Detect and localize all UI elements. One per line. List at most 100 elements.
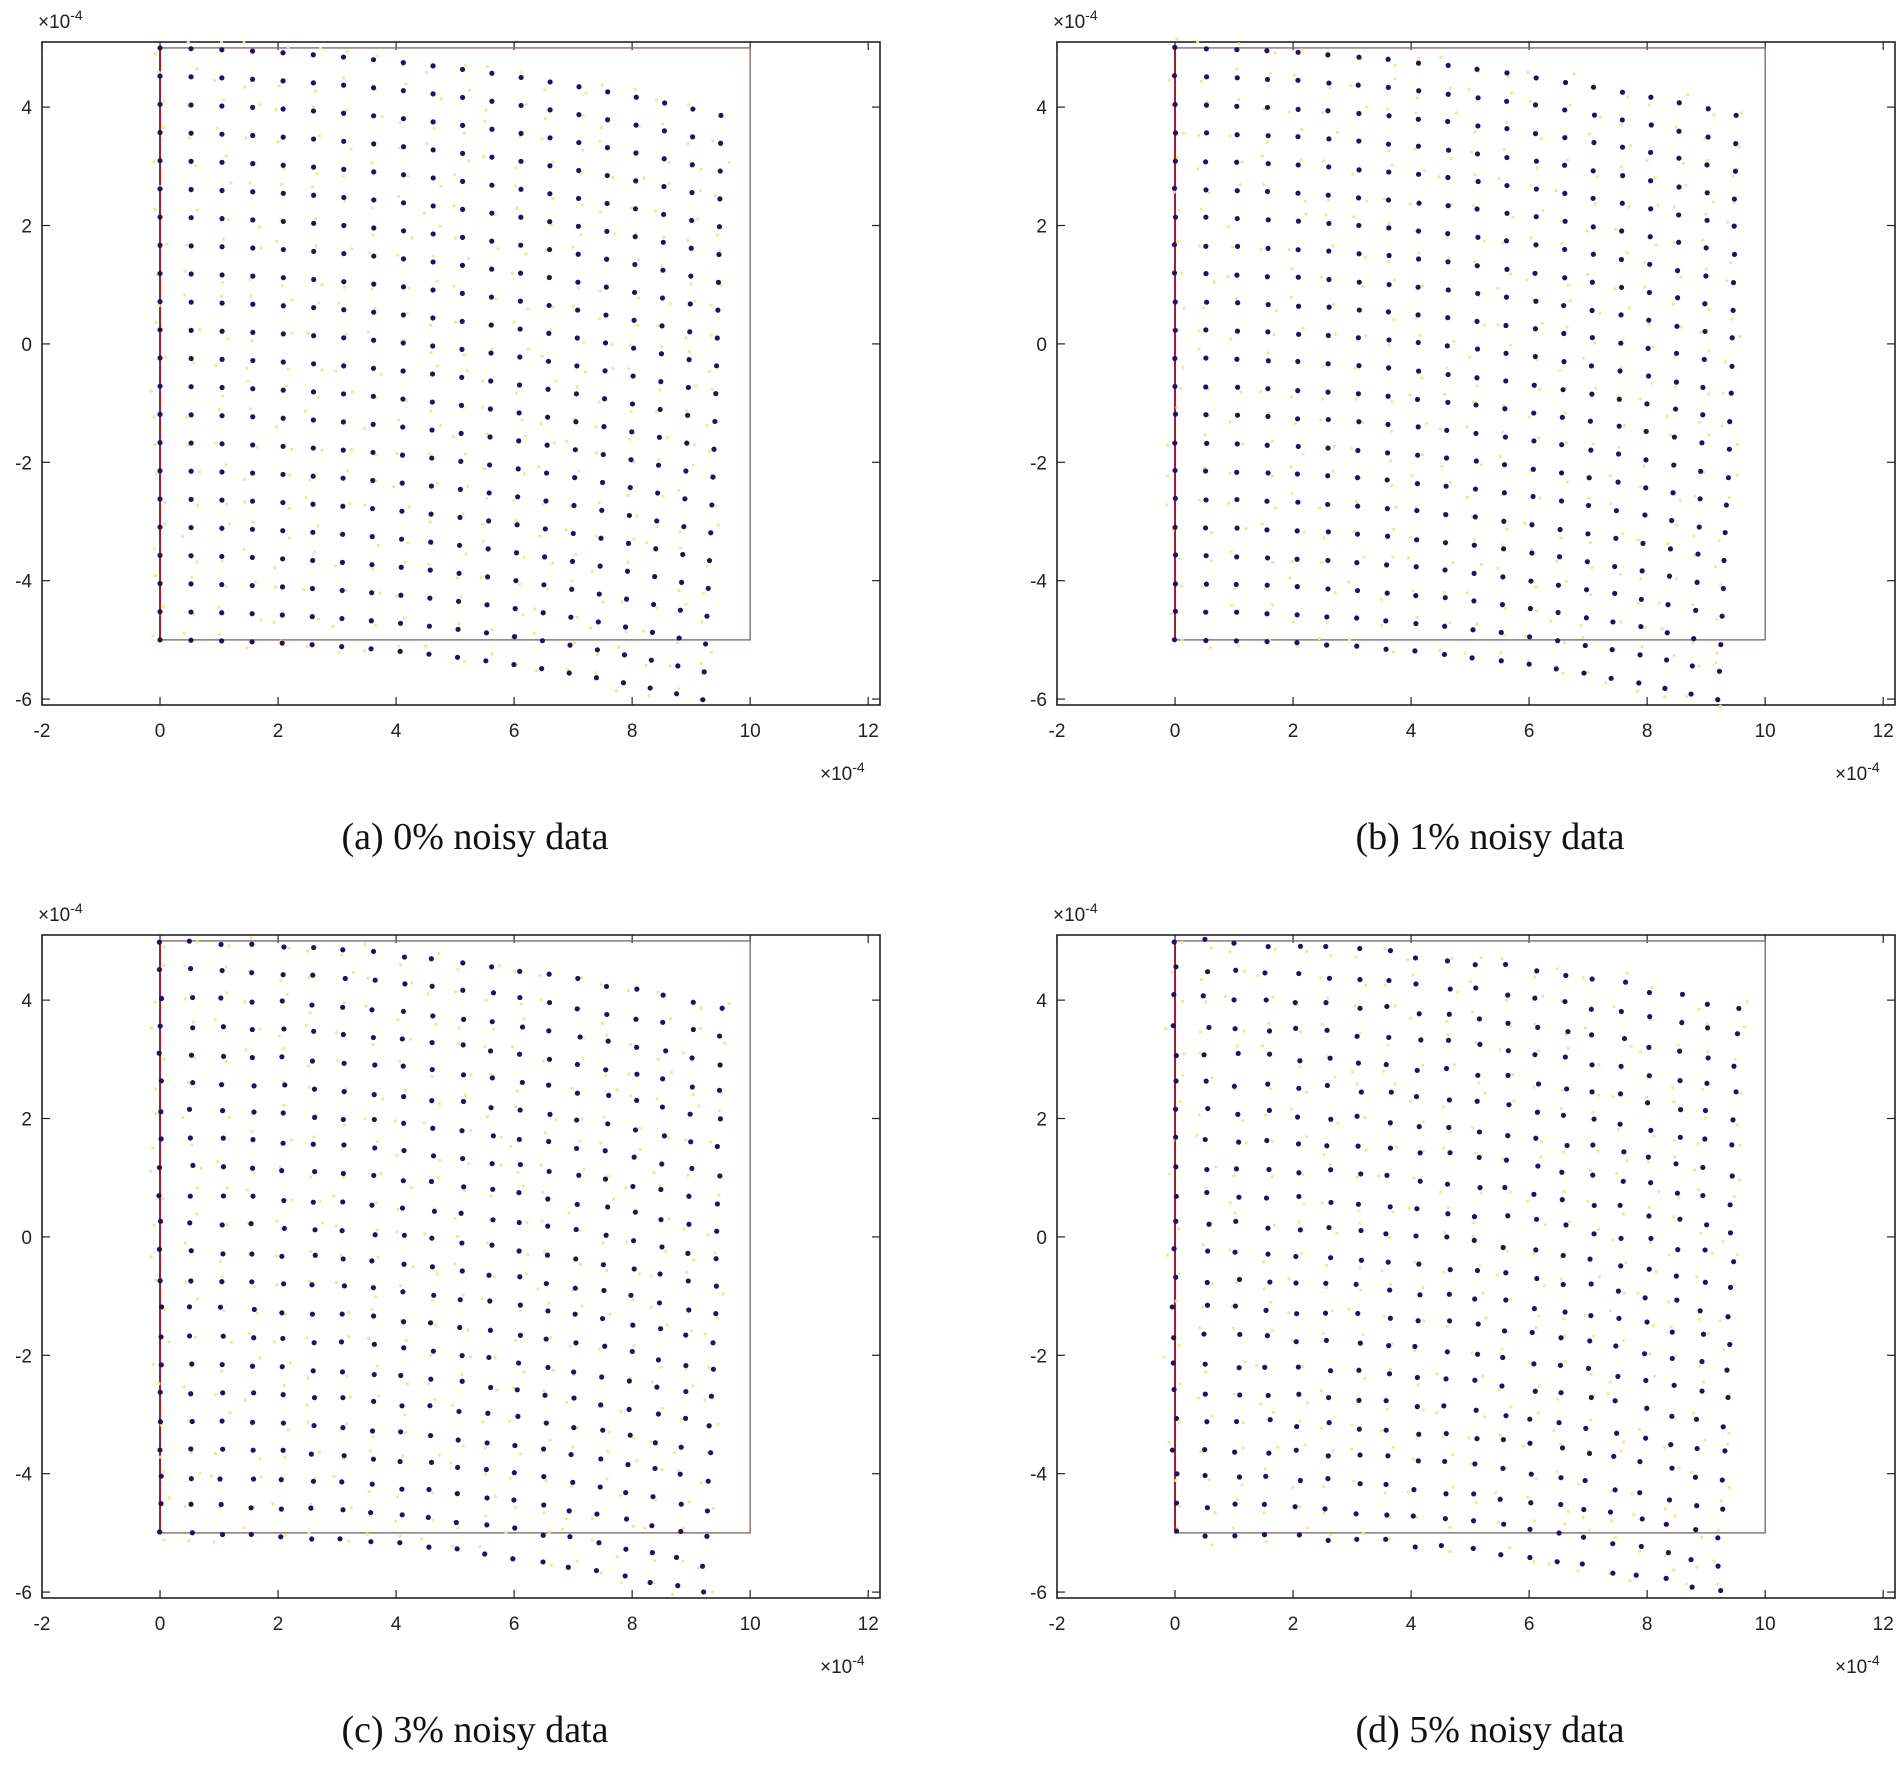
noise-dot bbox=[597, 400, 601, 404]
noise-dot bbox=[1421, 452, 1425, 457]
noise-dot bbox=[1393, 1004, 1397, 1008]
grid-point bbox=[1295, 443, 1301, 450]
grid-point bbox=[688, 273, 694, 279]
noise-dot bbox=[1595, 174, 1599, 178]
grid-point bbox=[1326, 248, 1332, 254]
noise-dot bbox=[217, 633, 221, 637]
grid-point bbox=[1232, 1303, 1239, 1309]
noise-dot bbox=[1298, 1065, 1302, 1069]
grid-point bbox=[339, 1479, 345, 1485]
noise-dot bbox=[1235, 67, 1239, 71]
grid-point bbox=[1292, 1504, 1298, 1510]
grid-point bbox=[1358, 1171, 1364, 1177]
grid-point bbox=[372, 1062, 378, 1068]
grid-point bbox=[157, 327, 163, 333]
grid-point bbox=[428, 1178, 435, 1185]
grid-point bbox=[487, 462, 493, 468]
noise-dot bbox=[1504, 998, 1508, 1002]
grid-point bbox=[705, 585, 711, 591]
grid-point bbox=[1386, 977, 1392, 984]
grid-point bbox=[1206, 1024, 1212, 1031]
grid-point bbox=[701, 669, 707, 675]
noise-dot bbox=[284, 384, 289, 388]
noise-dot bbox=[631, 1297, 635, 1302]
noise-dot bbox=[1333, 332, 1338, 336]
noise-dot bbox=[461, 1444, 465, 1448]
grid-point bbox=[280, 1281, 287, 1287]
grid-point bbox=[1724, 1367, 1730, 1373]
noise-dot bbox=[195, 503, 200, 507]
grid-point bbox=[156, 1246, 163, 1252]
noise-dot bbox=[1229, 550, 1233, 554]
grid-point bbox=[188, 1501, 194, 1507]
grid-point bbox=[604, 1011, 610, 1018]
noise-dot bbox=[1298, 1505, 1302, 1509]
grid-point bbox=[340, 531, 346, 537]
grid-point bbox=[539, 666, 545, 672]
noise-dot bbox=[1262, 1287, 1266, 1291]
x-tick-label: -2 bbox=[1049, 1614, 1066, 1635]
noise-dot bbox=[337, 650, 341, 654]
grid-point bbox=[309, 1002, 315, 1008]
noise-dot bbox=[1442, 591, 1447, 595]
grid-point bbox=[1580, 1534, 1587, 1540]
noise-dot bbox=[540, 354, 544, 358]
grid-point bbox=[1233, 967, 1239, 973]
grid-point bbox=[1534, 968, 1540, 974]
noise-dot bbox=[667, 181, 671, 185]
x-tick-label: 10 bbox=[740, 1614, 761, 1635]
grid-point bbox=[1263, 1307, 1269, 1313]
grid-point bbox=[1562, 218, 1568, 224]
noise-dot bbox=[716, 1422, 720, 1426]
grid-point bbox=[1647, 234, 1653, 240]
noise-dot bbox=[247, 1331, 252, 1335]
grid-point bbox=[1234, 272, 1240, 278]
noise-dot bbox=[1482, 323, 1487, 328]
noise-dot bbox=[1237, 42, 1241, 46]
grid-point bbox=[1727, 1230, 1734, 1236]
grid-point bbox=[1562, 79, 1569, 86]
grid-point bbox=[427, 1403, 433, 1409]
grid-point bbox=[371, 1398, 377, 1404]
noise-dot bbox=[1238, 183, 1243, 187]
noise-dot bbox=[225, 991, 229, 995]
noise-dot bbox=[243, 1399, 247, 1403]
noise-dot bbox=[398, 1284, 403, 1288]
noise-dot bbox=[1716, 1582, 1720, 1586]
noise-dot bbox=[466, 1328, 470, 1332]
noise-dot bbox=[1385, 1407, 1389, 1411]
grid-point bbox=[370, 1034, 376, 1041]
noise-dot bbox=[452, 1262, 457, 1266]
grid-point bbox=[1200, 993, 1206, 999]
grid-point bbox=[1417, 1292, 1423, 1298]
noise-dot bbox=[1581, 635, 1585, 639]
grid-point bbox=[601, 1287, 607, 1294]
grid-point bbox=[158, 995, 165, 1002]
grid-point bbox=[484, 602, 490, 608]
grid-point bbox=[519, 1024, 526, 1030]
grid-point bbox=[574, 363, 580, 369]
grid-point bbox=[280, 50, 286, 56]
grid-point bbox=[157, 299, 163, 305]
noise-dot bbox=[1715, 651, 1719, 655]
grid-point bbox=[1615, 1373, 1621, 1380]
grid-point bbox=[1358, 1257, 1364, 1263]
noise-dot bbox=[1723, 360, 1728, 364]
grid-point bbox=[371, 1341, 377, 1347]
noise-dot bbox=[162, 522, 167, 526]
noise-dot bbox=[370, 161, 374, 165]
grid-point bbox=[661, 1133, 668, 1139]
grid-point bbox=[1646, 1044, 1652, 1050]
noise-dot bbox=[1390, 400, 1394, 404]
point-group bbox=[1165, 37, 1744, 708]
noise-dot bbox=[410, 236, 414, 240]
grid-point bbox=[623, 596, 630, 602]
grid-point bbox=[1171, 939, 1177, 945]
noise-dot bbox=[1272, 1223, 1276, 1227]
noise-dot bbox=[691, 1092, 695, 1097]
noise-dot bbox=[715, 233, 720, 237]
grid-point bbox=[517, 968, 523, 974]
noise-dot bbox=[698, 189, 703, 193]
noise-dot bbox=[1272, 332, 1276, 337]
noise-dot bbox=[705, 424, 709, 428]
